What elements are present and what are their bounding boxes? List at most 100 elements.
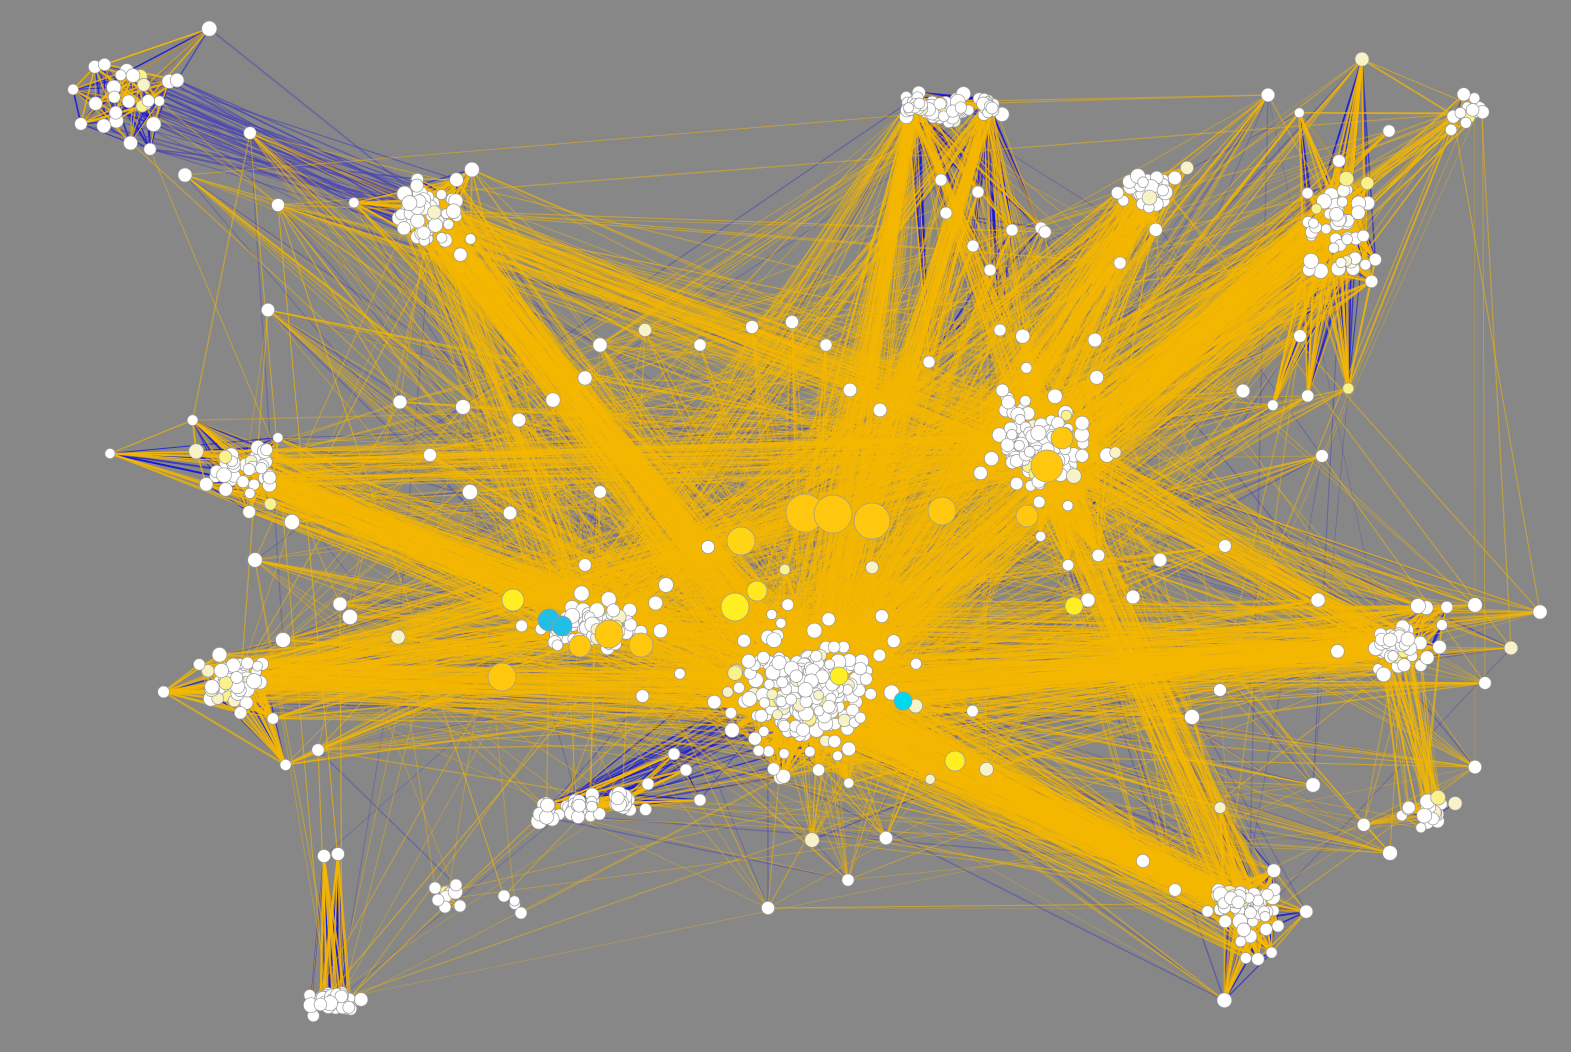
graph-node[interactable]: [748, 731, 762, 746]
graph-node[interactable]: [1213, 683, 1227, 697]
graph-node[interactable]: [1402, 800, 1416, 815]
graph-node[interactable]: [1259, 911, 1271, 923]
graph-node[interactable]: [107, 90, 121, 104]
graph-node[interactable]: [1397, 658, 1412, 672]
graph-node[interactable]: [511, 412, 527, 428]
graph-node[interactable]: [1364, 274, 1379, 289]
graph-node[interactable]: [502, 505, 518, 521]
graph-node[interactable]: [1152, 552, 1168, 568]
graph-node[interactable]: [1234, 935, 1247, 948]
graph-node[interactable]: [1023, 446, 1036, 458]
graph-node[interactable]: [177, 167, 193, 183]
graph-node[interactable]: [853, 661, 867, 676]
graph-node[interactable]: [263, 497, 277, 511]
graph-node[interactable]: [213, 663, 229, 679]
graph-node[interactable]: [1460, 116, 1472, 129]
graph-node[interactable]: [837, 713, 852, 728]
graph-node[interactable]: [141, 94, 155, 108]
graph-node[interactable]: [401, 195, 418, 211]
graph-node[interactable]: [722, 686, 734, 698]
graph-node[interactable]: [1000, 437, 1015, 453]
graph-node[interactable]: [1265, 946, 1278, 959]
graph-node[interactable]: [1320, 223, 1332, 235]
graph-node-gold-hub-17[interactable]: [1064, 596, 1084, 616]
graph-node[interactable]: [841, 873, 855, 887]
graph-node[interactable]: [1328, 242, 1340, 254]
graph-node[interactable]: [1113, 256, 1127, 270]
graph-node[interactable]: [193, 658, 206, 671]
graph-node[interactable]: [864, 688, 877, 701]
graph-node[interactable]: [331, 847, 345, 861]
graph-node[interactable]: [1218, 539, 1232, 553]
graph-node[interactable]: [1180, 160, 1194, 175]
graph-node[interactable]: [1360, 176, 1375, 191]
graph-node[interactable]: [114, 69, 127, 82]
graph-node[interactable]: [756, 650, 770, 665]
graph-node[interactable]: [1415, 822, 1427, 834]
graph-node[interactable]: [761, 901, 775, 915]
graph-node[interactable]: [1467, 759, 1483, 775]
graph-node[interactable]: [795, 722, 811, 737]
graph-node[interactable]: [216, 467, 232, 483]
graph-node[interactable]: [1156, 184, 1169, 197]
graph-node[interactable]: [1376, 666, 1392, 683]
graph-node[interactable]: [745, 320, 759, 334]
graph-node[interactable]: [121, 94, 136, 109]
graph-node-gold-hub-2[interactable]: [813, 494, 853, 534]
graph-node[interactable]: [428, 881, 442, 895]
graph-node-gold-hub-11[interactable]: [594, 619, 624, 649]
graph-node[interactable]: [778, 748, 790, 760]
graph-node[interactable]: [1074, 415, 1090, 431]
graph-node[interactable]: [638, 323, 652, 337]
graph-node[interactable]: [775, 695, 787, 708]
graph-node[interactable]: [572, 798, 587, 813]
graph-node[interactable]: [766, 609, 778, 620]
graph-node[interactable]: [1382, 632, 1398, 648]
graph-node[interactable]: [1060, 409, 1072, 422]
graph-node[interactable]: [211, 647, 228, 663]
graph-node[interactable]: [96, 118, 112, 134]
graph-node[interactable]: [741, 691, 758, 707]
graph-node[interactable]: [1310, 592, 1326, 608]
graph-node[interactable]: [859, 672, 873, 686]
graph-node[interactable]: [854, 711, 867, 724]
graph-node[interactable]: [1335, 257, 1347, 268]
graph-node[interactable]: [1382, 845, 1398, 861]
graph-node[interactable]: [903, 102, 915, 114]
graph-node[interactable]: [497, 889, 511, 903]
graph-node[interactable]: [145, 116, 162, 132]
graph-node[interactable]: [1062, 559, 1075, 572]
graph-node[interactable]: [334, 989, 348, 1004]
graph-node[interactable]: [776, 768, 791, 784]
graph-node[interactable]: [653, 623, 668, 639]
graph-node-gold-hub-8[interactable]: [726, 526, 756, 556]
graph-node[interactable]: [1032, 495, 1046, 509]
graph-node[interactable]: [317, 849, 331, 863]
graph-node[interactable]: [551, 639, 564, 651]
graph-node[interactable]: [874, 609, 889, 623]
graph-node[interactable]: [1293, 329, 1307, 343]
graph-node[interactable]: [1184, 709, 1200, 725]
graph-node[interactable]: [1356, 817, 1371, 832]
graph-node[interactable]: [514, 906, 528, 920]
graph-node[interactable]: [1006, 429, 1018, 441]
graph-node[interactable]: [1137, 176, 1149, 188]
graph-node[interactable]: [724, 706, 737, 720]
graph-node[interactable]: [1125, 589, 1141, 605]
graph-node[interactable]: [878, 830, 894, 846]
graph-node[interactable]: [453, 247, 468, 262]
graph-node[interactable]: [279, 758, 292, 771]
graph-node[interactable]: [1299, 904, 1314, 919]
graph-node[interactable]: [243, 126, 257, 140]
graph-node[interactable]: [979, 762, 994, 777]
graph-node[interactable]: [1231, 895, 1245, 909]
graph-node[interactable]: [1354, 51, 1370, 67]
node-layer[interactable]: [67, 20, 1548, 1023]
graph-node[interactable]: [1261, 888, 1274, 901]
graph-node[interactable]: [260, 302, 276, 318]
graph-node[interactable]: [509, 895, 520, 907]
graph-node[interactable]: [157, 685, 170, 699]
graph-node[interactable]: [1271, 919, 1285, 933]
graph-node[interactable]: [701, 540, 715, 554]
